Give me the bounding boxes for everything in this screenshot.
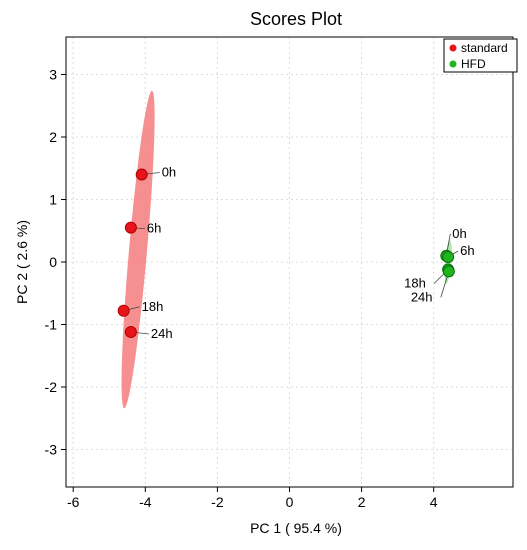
x-tick-label: 2	[358, 494, 366, 510]
point-standard-18h	[117, 304, 130, 317]
point-label: 18h	[404, 276, 426, 291]
grid-lines	[66, 37, 513, 487]
axis-ticks: -6 -4 -2 0 2 4 -3 -2 -1 0 1 2 3	[45, 67, 438, 511]
legend-label-hfd: HFD	[461, 57, 486, 71]
y-tick-label: 1	[49, 192, 57, 208]
point-label: 0h	[452, 226, 466, 241]
legend: standard HFD	[443, 38, 518, 73]
y-tick-label: 2	[49, 129, 57, 145]
data-points	[117, 168, 455, 338]
y-tick-label: -3	[45, 442, 58, 458]
confidence-ellipse-standard	[121, 90, 155, 409]
point-hfd-6h	[442, 251, 455, 263]
point-standard-0h	[135, 168, 148, 181]
x-tick-label: -6	[67, 494, 80, 510]
point-label: 6h	[460, 243, 474, 258]
confidence-ellipses	[121, 90, 452, 409]
point-hfd-24h	[442, 265, 455, 278]
y-tick-label: -1	[45, 317, 58, 333]
chart-title: Scores Plot	[250, 9, 342, 29]
legend-box	[443, 38, 518, 73]
point-standard-24h	[124, 326, 137, 338]
label-leader-lines	[123, 172, 459, 335]
x-axis-title: PC 1 ( 95.4 %)	[250, 520, 342, 536]
point-label: 24h	[151, 326, 173, 341]
point-label: 6h	[147, 221, 161, 236]
point-label: 18h	[142, 299, 164, 314]
legend-label-standard: standard	[461, 41, 508, 55]
legend-marker-hfd	[449, 60, 457, 68]
legend-marker-standard	[449, 44, 457, 52]
x-tick-label: -4	[139, 494, 152, 510]
y-axis-title: PC 2 ( 2.6 %)	[14, 220, 30, 304]
x-tick-label: 0	[286, 494, 294, 510]
x-tick-label: -2	[211, 494, 224, 510]
y-tick-label: 0	[49, 254, 57, 270]
y-tick-label: 3	[49, 67, 57, 83]
point-label: 0h	[162, 165, 176, 180]
x-tick-label: 4	[430, 494, 438, 510]
y-tick-label: -2	[45, 379, 58, 395]
point-label: 24h	[411, 289, 433, 304]
point-standard-6h	[124, 221, 137, 234]
